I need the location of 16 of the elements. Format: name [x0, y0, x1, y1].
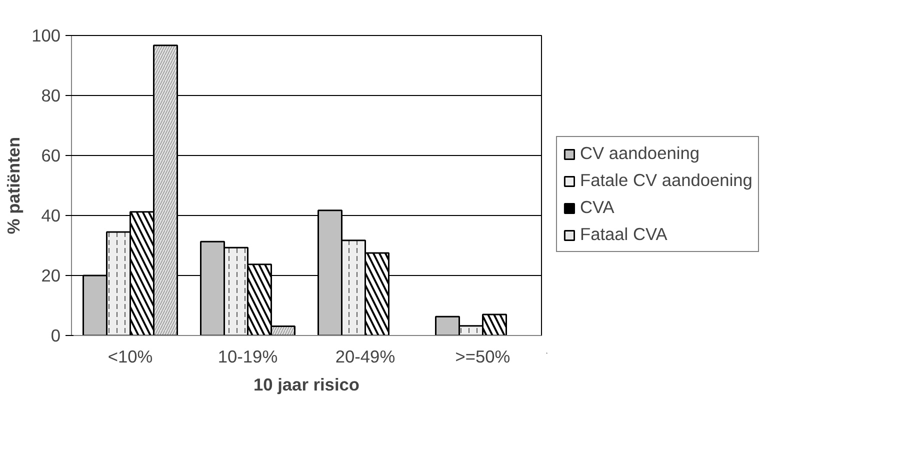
x-tick-label: 20-49%: [335, 346, 396, 366]
x-tick-label: >=50%: [455, 346, 510, 366]
y-tick-label: 60: [41, 146, 61, 166]
y-tick-label: 0: [50, 326, 61, 346]
legend-label: Fataal CVA: [580, 224, 668, 245]
legend-label: CVA: [580, 197, 614, 218]
y-axis-title: % patiënten: [4, 136, 24, 234]
x-axis-title: 10 jaar risico: [254, 374, 360, 394]
y-tick-label: 20: [41, 266, 61, 286]
x-tick-label: <10%: [108, 346, 153, 366]
legend-label: CV aandoening: [580, 143, 700, 164]
y-tick-label: 80: [41, 86, 61, 106]
legend-label: Fatale CV aandoening: [580, 170, 752, 191]
y-tick-label: 100: [32, 26, 61, 46]
x-tick-label: 10-19%: [218, 346, 278, 366]
y-tick-label: 40: [41, 206, 61, 226]
